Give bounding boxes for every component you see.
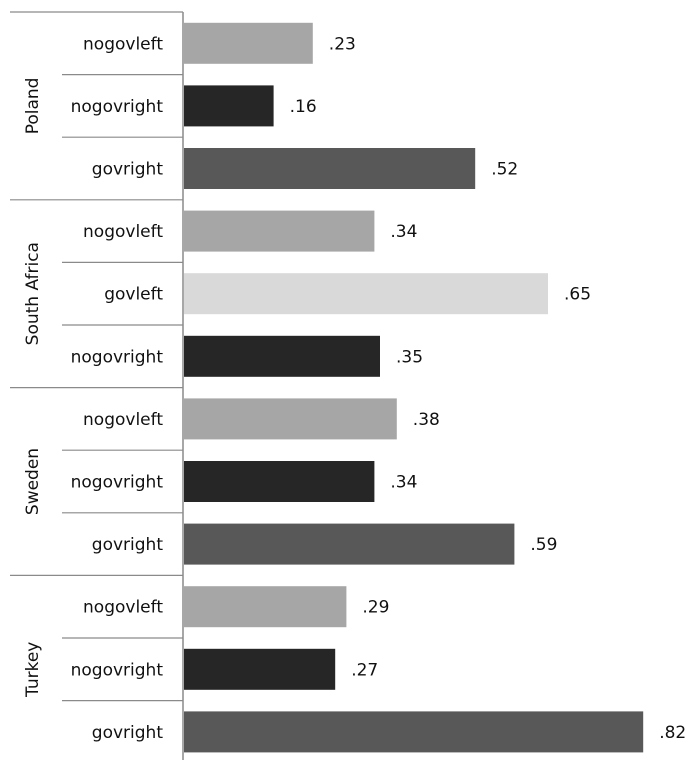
category-label: nogovleft	[83, 34, 163, 54]
value-label: .82	[659, 723, 686, 743]
bar-poland-nogovright	[184, 85, 274, 127]
country-label: Poland	[23, 78, 43, 135]
value-label: .16	[290, 97, 317, 117]
bar-turkey-nogovright	[184, 648, 336, 690]
bar-sweden-govright	[184, 523, 515, 565]
bar-turkey-nogovleft	[184, 586, 347, 628]
group-separators	[10, 11, 183, 702]
category-label: nogovleft	[83, 410, 163, 430]
bar-south-africa-nogovleft	[184, 210, 375, 252]
category-label: nogovleft	[83, 598, 163, 618]
value-label: .29	[362, 598, 389, 618]
value-label: .34	[390, 473, 417, 493]
category-label: nogovright	[71, 473, 164, 493]
bar-sweden-nogovleft	[184, 398, 397, 440]
bar-poland-nogovleft	[184, 22, 313, 64]
category-label: govright	[92, 535, 164, 555]
value-label: .38	[413, 410, 440, 430]
value-label: .34	[390, 222, 417, 242]
country-label: Sweden	[23, 448, 43, 515]
bar-south-africa-nogovright	[184, 335, 380, 377]
value-labels: .23 .16 .52 .34 .65 .35 .38 .34 .59 .29 .27 .82	[290, 34, 687, 743]
bar-sweden-nogovright	[184, 461, 375, 502]
category-labels: nogovleft nogovright govright nogovleft govl…	[71, 34, 164, 743]
category-label: govright	[92, 723, 164, 743]
value-label: .65	[564, 285, 591, 305]
category-label: nogovright	[71, 97, 164, 117]
bar-turkey-govright	[184, 711, 644, 753]
value-label: .35	[396, 347, 423, 367]
category-label: govright	[92, 160, 164, 180]
value-label: .59	[530, 535, 557, 555]
value-label: .52	[491, 160, 518, 180]
category-label: nogovleft	[83, 222, 163, 242]
country-label: Turkey	[23, 642, 43, 698]
category-label: nogovright	[71, 660, 164, 680]
country-labels: Poland South Africa Sweden Turkey	[23, 78, 43, 698]
category-label: nogovright	[71, 347, 164, 367]
bars-layer	[184, 22, 644, 753]
value-label: .23	[329, 34, 356, 54]
bar-poland-govright	[184, 148, 476, 189]
bar-south-africa-govleft	[184, 273, 548, 315]
country-label: South Africa	[23, 242, 43, 345]
value-label: .27	[351, 660, 378, 680]
category-label: govleft	[104, 285, 163, 305]
